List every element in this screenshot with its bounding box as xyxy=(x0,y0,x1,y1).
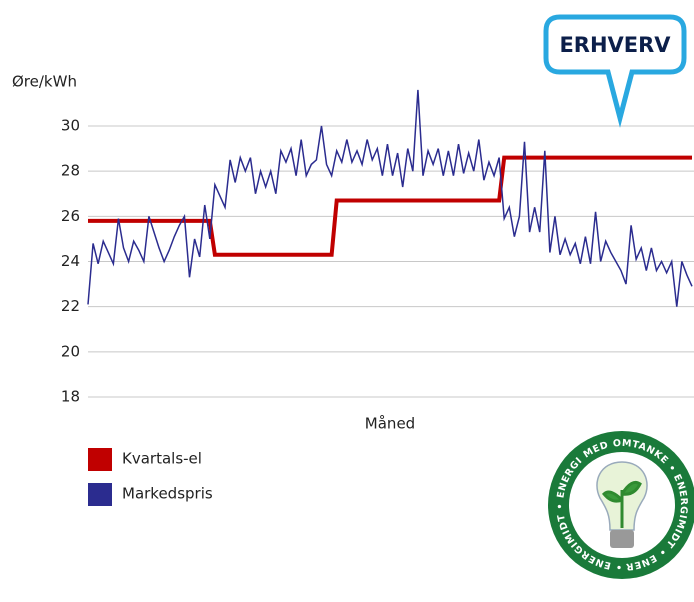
chart: 18202224262830 Øre/kWh Måned ERHVERV • E… xyxy=(0,0,694,602)
logo-bulb-base xyxy=(610,530,634,548)
y-axis-label: Øre/kWh xyxy=(12,73,77,91)
y-tick-label: 26 xyxy=(61,207,80,225)
legend-label: Markedspris xyxy=(122,485,213,503)
legend-swatch xyxy=(88,448,112,471)
badge: ERHVERV xyxy=(546,17,684,118)
plot-area: 18 20 22 24 26 28 30 xyxy=(61,90,694,406)
y-tick-label: 24 xyxy=(61,252,80,270)
y-tick-label: 30 xyxy=(61,117,80,135)
badge-text: ERHVERV xyxy=(559,33,671,57)
y-tick-label: 22 xyxy=(61,297,80,315)
y-tick-label: 20 xyxy=(61,342,80,360)
series-line xyxy=(88,90,692,307)
legend-swatch xyxy=(88,483,112,506)
x-axis-label: Måned xyxy=(365,415,415,433)
series-line xyxy=(88,158,692,255)
legend-label: Kvartals-el xyxy=(122,450,202,468)
y-tick-label: 28 xyxy=(61,162,80,180)
y-tick-label: 18 xyxy=(61,388,80,406)
